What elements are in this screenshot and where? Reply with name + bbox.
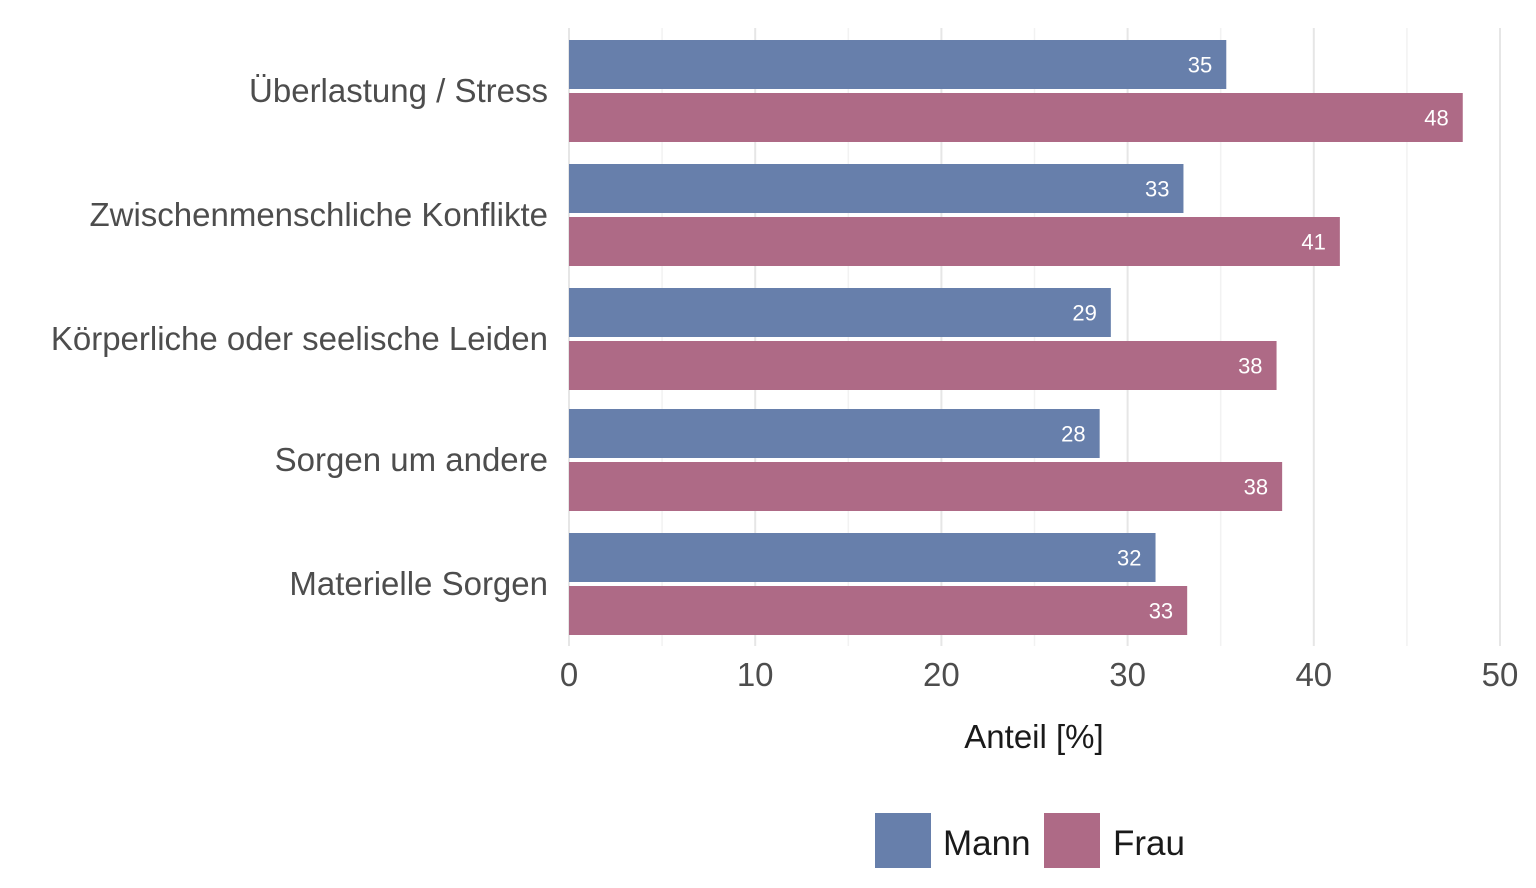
legend-key-mann	[875, 813, 931, 868]
bar-frau	[569, 217, 1340, 266]
x-tick-label: 40	[1295, 656, 1332, 693]
legend: Mann Frau	[875, 813, 1185, 868]
bar-frau	[569, 341, 1277, 390]
category-label: Materielle Sorgen	[289, 565, 548, 602]
bar-mann	[569, 409, 1100, 458]
bar-value-label: 38	[1238, 354, 1262, 379]
bar-value-label: 48	[1424, 106, 1448, 131]
x-tick-label: 50	[1482, 656, 1519, 693]
x-axis-title: Anteil [%]	[964, 718, 1103, 755]
category-labels: Überlastung / Stress Zwischenmenschliche …	[51, 72, 548, 602]
category-label: Sorgen um andere	[275, 441, 548, 478]
bar-value-labels: 35 48 33 41 29 38 28 38 32 33	[1061, 53, 1449, 624]
bar-value-label: 28	[1061, 422, 1085, 447]
category-label: Zwischenmenschliche Konflikte	[89, 196, 548, 233]
bar-mann	[569, 533, 1156, 582]
category-label: Überlastung / Stress	[249, 72, 548, 109]
bar-value-label: 41	[1301, 230, 1325, 255]
bar-value-label: 33	[1149, 599, 1173, 624]
bar-frau	[569, 586, 1188, 635]
x-axis-ticks: 0 10 20 30 40 50	[560, 656, 1519, 693]
bar-frau	[569, 462, 1283, 511]
bar-value-label: 32	[1117, 546, 1141, 571]
bar-mann	[569, 288, 1111, 337]
bars	[569, 40, 1463, 635]
bar-mann	[569, 164, 1184, 213]
legend-label-frau: Frau	[1113, 824, 1185, 863]
x-tick-label: 30	[1109, 656, 1146, 693]
legend-label-mann: Mann	[943, 824, 1031, 863]
x-tick-label: 20	[923, 656, 960, 693]
bar-frau	[569, 93, 1463, 142]
bar-mann	[569, 40, 1227, 89]
legend-key-frau	[1044, 813, 1100, 868]
bar-value-label: 35	[1188, 53, 1212, 78]
bar-value-label: 38	[1244, 475, 1268, 500]
category-label: Körperliche oder seelische Leiden	[51, 320, 548, 357]
x-tick-label: 10	[737, 656, 774, 693]
x-tick-label: 0	[560, 656, 578, 693]
bar-value-label: 29	[1072, 301, 1096, 326]
bar-value-label: 33	[1145, 177, 1169, 202]
